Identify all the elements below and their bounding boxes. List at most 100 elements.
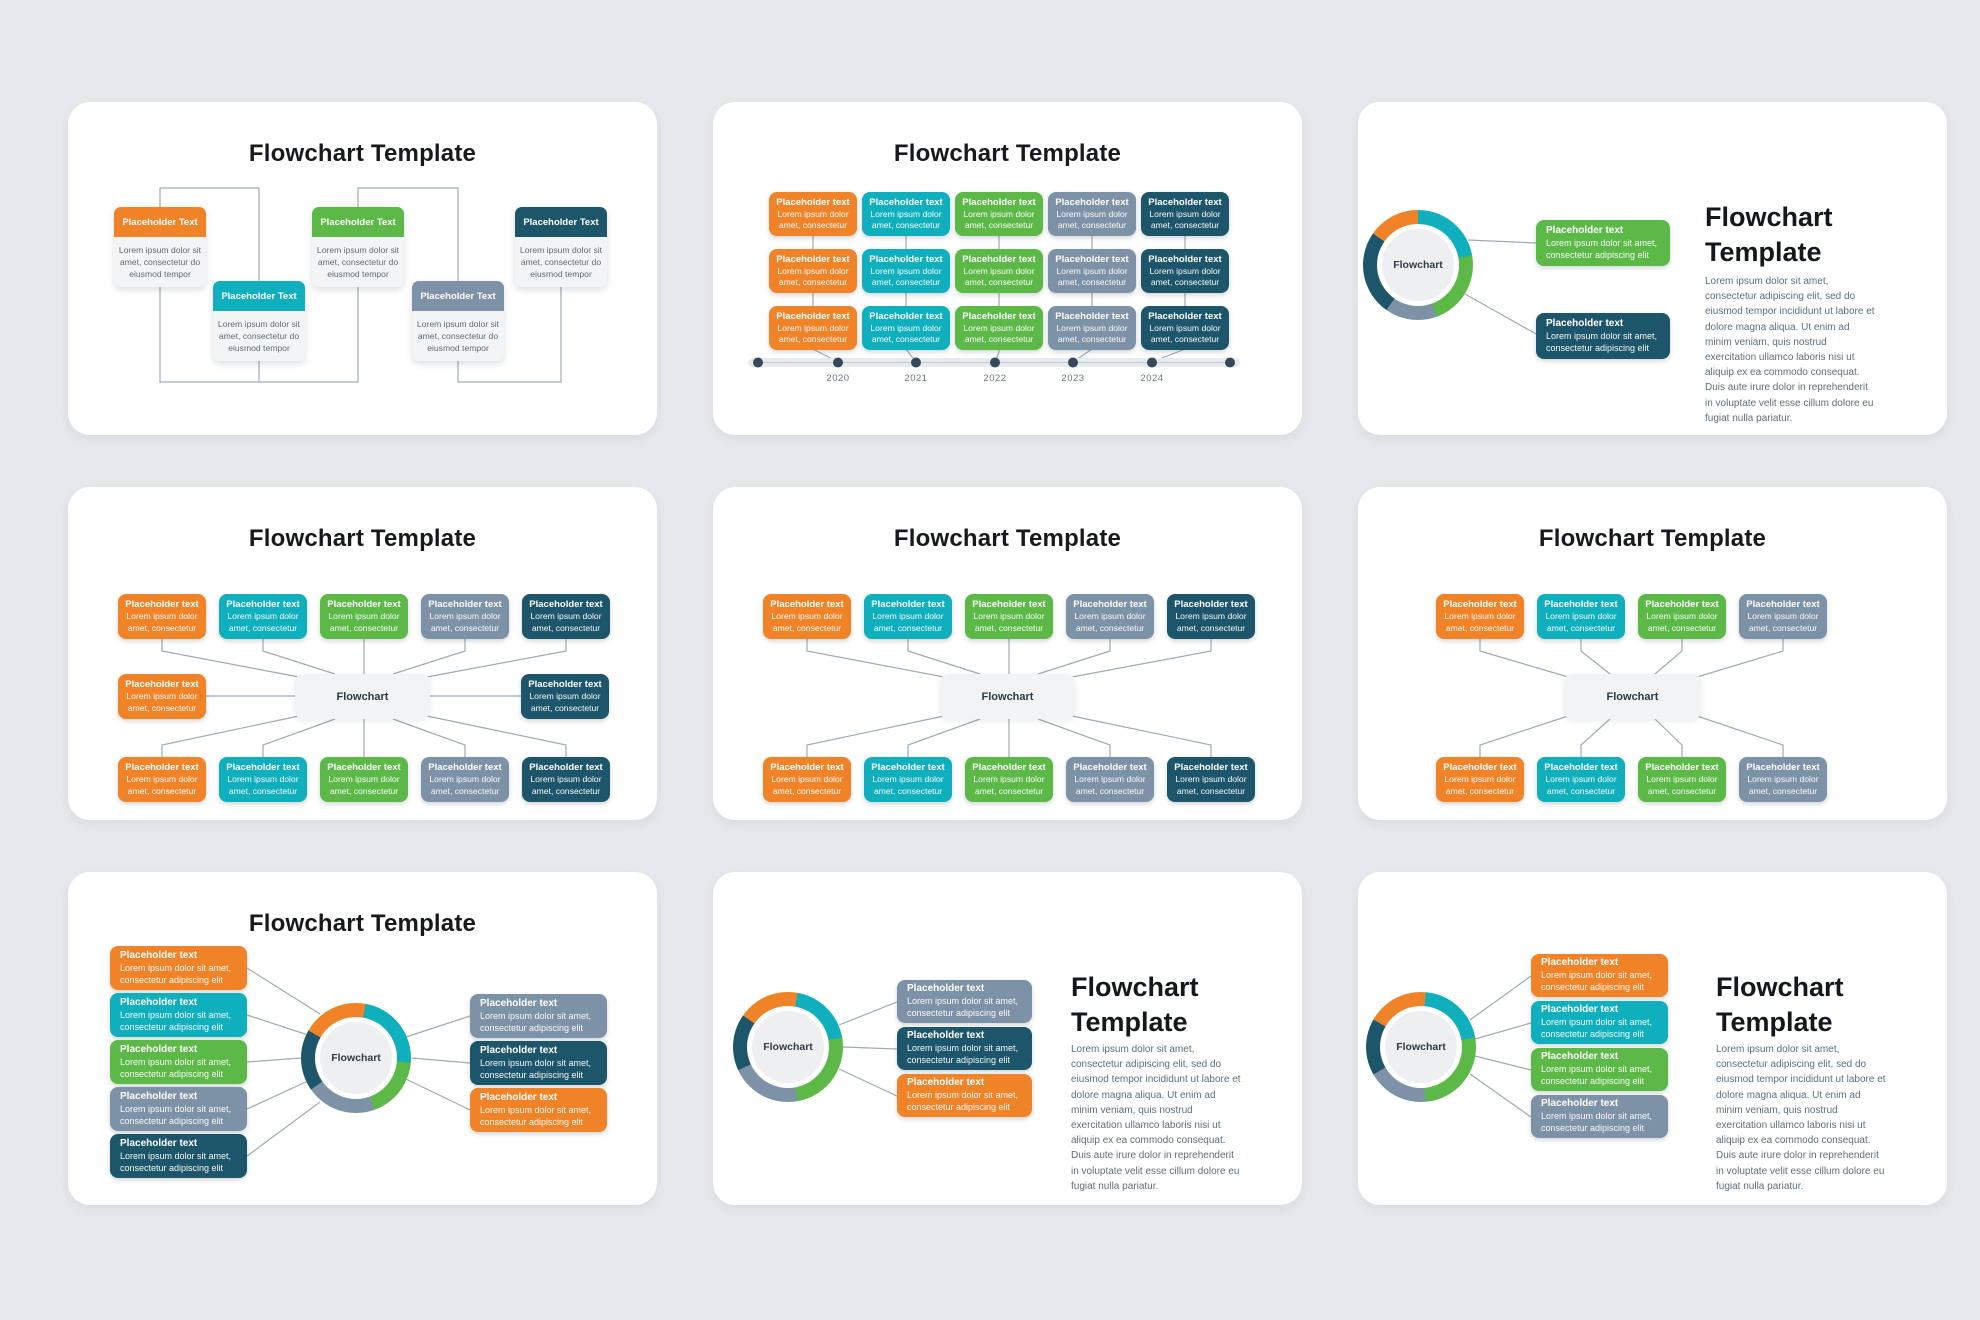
box-header: Placeholder text	[1055, 253, 1129, 265]
flow-box: Placeholder text Lorem ipsum dolor sit a…	[470, 1088, 607, 1132]
box-body: Lorem ipsum dolor amet, consectetur	[1545, 611, 1617, 633]
flow-box: Placeholder text Lorem ipsum dolor amet,…	[1141, 249, 1229, 293]
box-body: Lorem ipsum dolor amet, consectetur	[1175, 611, 1247, 633]
box-body: Lorem ipsum dolor amet, consectetur	[1175, 774, 1247, 796]
box-header: Placeholder text	[1073, 762, 1147, 774]
box-body: Lorem ipsum dolor amet, consectetur	[771, 774, 843, 796]
flow-box: Placeholder text Lorem ipsum dolor sit a…	[1531, 1048, 1668, 1091]
flow-box: Placeholder text Lorem ipsum dolor amet,…	[864, 594, 952, 639]
slide-card-donut-4[interactable]: Flowchart Placeholder text Lorem ipsum d…	[1358, 872, 1947, 1205]
connector-lines	[806, 639, 1212, 757]
slide-card-timeline[interactable]: Flowchart Template	[713, 102, 1302, 435]
box-body: Lorem ipsum dolor sit amet, consectetur …	[1546, 237, 1658, 260]
flow-box: Placeholder text Lorem ipsum dolor amet,…	[1066, 594, 1154, 639]
box-body: Lorem ipsum dolor amet, consectetur	[126, 691, 198, 713]
box-body: Lorem ipsum dolor amet, consectetur	[963, 265, 1035, 287]
box-body: Lorem ipsum dolor amet, consectetur	[777, 208, 849, 230]
slide-card-donut-3[interactable]: Flowchart Placeholder text Lorem ipsum d…	[713, 872, 1302, 1205]
flow-box: Placeholder text Lorem ipsum dolor amet,…	[521, 674, 609, 719]
box-body: Lorem ipsum dolor amet, consectetur	[963, 208, 1035, 230]
body-paragraph: Lorem ipsum dolor sit amet, consectetur …	[1716, 1044, 1886, 1192]
box-body: Lorem ipsum dolor amet, consectetur	[1074, 774, 1146, 796]
body-paragraph: Lorem ipsum dolor sit amet, consectetur …	[1071, 1044, 1241, 1192]
flow-box: Placeholder text Lorem ipsum dolor sit a…	[1531, 954, 1668, 997]
box-header: Placeholder text	[480, 997, 558, 1009]
flow-box: Placeholder text Lorem ipsum dolor amet,…	[421, 757, 509, 802]
bottom-row: Placeholder text Lorem ipsum dolor amet,…	[763, 757, 1255, 802]
flow-box: Placeholder text Lorem ipsum dolor sit a…	[1531, 1001, 1668, 1044]
flow-box: Placeholder text Lorem ipsum dolor amet,…	[1167, 757, 1255, 802]
slide-card-radial-10[interactable]: Flowchart Template Placeholder text Lo	[713, 487, 1302, 820]
box-body: Lorem ipsum dolor amet, consectetur	[1444, 774, 1516, 796]
flow-box: Placeholder text Lorem ipsum dolor amet,…	[862, 249, 950, 293]
flow-box: Placeholder text Lorem ipsum dolor amet,…	[769, 192, 857, 236]
slide-card-donut-2[interactable]: Flowchart Placeholder text Lorem ipsum d…	[1358, 102, 1947, 435]
slide-title: Flowchart Template	[248, 525, 477, 552]
flow-box: Placeholder text Lorem ipsum dolor amet,…	[965, 594, 1053, 639]
box-body: Lorem ipsum dolor amet, consectetur	[1545, 774, 1617, 796]
flow-box: Placeholder text Lorem ipsum dolor amet,…	[1066, 757, 1154, 802]
flow-box: Placeholder text Lorem ipsum dolor amet,…	[965, 757, 1053, 802]
box-header: Placeholder text	[1541, 1098, 1619, 1110]
box-header: Placeholder text	[528, 679, 602, 691]
box-header: Placeholder text	[1746, 599, 1820, 611]
box-header: Placeholder text	[529, 762, 603, 774]
right-box-stack: Placeholder text Lorem ipsum dolor sit a…	[470, 994, 607, 1132]
flow-box: Placeholder text Lorem ipsum dolor amet,…	[1739, 757, 1827, 802]
box-header: Placeholder text	[1055, 196, 1129, 208]
box-body: Lorem ipsum dolor amet, consectetur	[530, 611, 602, 633]
box-header: Placeholder text	[120, 949, 198, 961]
box-header: Placeholder text	[1148, 310, 1222, 322]
box-body: Lorem ipsum dolor amet, consectetur	[227, 611, 299, 633]
box-header: Placeholder Text	[312, 207, 404, 237]
flow-box: Placeholder text Lorem ipsum dolor amet,…	[320, 594, 408, 639]
box-body: Lorem ipsum dolor amet, consectetur	[963, 322, 1035, 344]
box-body: Lorem ipsum dolor sit amet, consectetur …	[480, 1057, 592, 1080]
box-body: Lorem ipsum dolor amet, consectetur	[126, 774, 198, 796]
box-header: Placeholder text	[120, 996, 198, 1008]
connector-lines	[246, 967, 471, 1157]
box-body: Lorem ipsum dolor amet, consectetur	[1074, 611, 1146, 633]
box-header: Placeholder Text	[213, 281, 305, 311]
box-header: Placeholder text	[962, 310, 1036, 322]
flow-box: Placeholder text Lorem ipsum dolor amet,…	[1436, 594, 1524, 639]
box-header: Placeholder text	[1073, 599, 1147, 611]
flow-box: Placeholder text Lorem ipsum dolor sit a…	[470, 994, 607, 1038]
timeline-column: Placeholder text Lorem ipsum dolor amet,…	[769, 192, 857, 350]
flow-box: Placeholder text Lorem ipsum dolor amet,…	[955, 192, 1043, 236]
flow-box: Placeholder text Lorem ipsum dolor amet,…	[1167, 594, 1255, 639]
flow-box: Placeholder text Lorem ipsum dolor amet,…	[118, 674, 206, 719]
slide-card-radial-8[interactable]: Flowchart Template Placeholder text Lore…	[1358, 487, 1947, 820]
timeline-year: 2023	[1061, 373, 1085, 384]
box-header: Placeholder text	[1546, 317, 1624, 329]
flow-box: Placeholder text Lorem ipsum dolor amet,…	[421, 594, 509, 639]
box-body: Lorem ipsum dolor amet, consectetur	[126, 611, 198, 633]
slide-card-donut-8[interactable]: Flowchart Template Placeholder text Lore…	[68, 872, 657, 1205]
bottom-row: Placeholder text Lorem ipsum dolor amet,…	[1436, 757, 1827, 802]
slide-card-orgchart[interactable]: Flowchart Template Placeholder Text Lore…	[68, 102, 657, 435]
box-body: Lorem ipsum dolor amet, consectetur	[429, 774, 501, 796]
box-body: Lorem ipsum dolor amet, consectetur	[530, 774, 602, 796]
flow-box: Placeholder text Lorem ipsum dolor amet,…	[763, 757, 851, 802]
box-header: Placeholder text	[1443, 599, 1517, 611]
flow-box: Placeholder text Lorem ipsum dolor amet,…	[763, 594, 851, 639]
box-header: Placeholder text	[125, 599, 199, 611]
box-body: Lorem ipsum dolor sit amet, consectetur …	[1541, 970, 1653, 992]
box-body: Lorem ipsum dolor amet, consectetur	[1747, 774, 1819, 796]
slide-card-radial-12[interactable]: Flowchart Template Placeholder t	[68, 487, 657, 820]
box-header: Placeholder text	[327, 762, 401, 774]
timeline-year: 2020	[826, 373, 850, 384]
card-heading: Flowchart Template	[1716, 970, 1936, 1039]
flow-box: Placeholder text Lorem ipsum dolor amet,…	[522, 757, 610, 802]
donut-center-label: Flowchart	[320, 1022, 392, 1094]
flow-box: Placeholder text Lorem ipsum dolor sit a…	[897, 1074, 1032, 1117]
connector-lines	[1464, 239, 1537, 335]
flow-box: Placeholder text Lorem ipsum dolor amet,…	[1141, 306, 1229, 350]
box-body: Lorem ipsum dolor sit amet, consectetur …	[907, 996, 1019, 1018]
flow-box: Placeholder Text Lorem ipsum dolor sit a…	[412, 281, 504, 362]
box-header: Placeholder text	[962, 196, 1036, 208]
box-header: Placeholder text	[962, 253, 1036, 265]
flow-box: Placeholder text Lorem ipsum dolor sit a…	[110, 1040, 247, 1084]
connector-lines	[838, 1001, 898, 1097]
box-body: Lorem ipsum dolor amet, consectetur	[1056, 265, 1128, 287]
